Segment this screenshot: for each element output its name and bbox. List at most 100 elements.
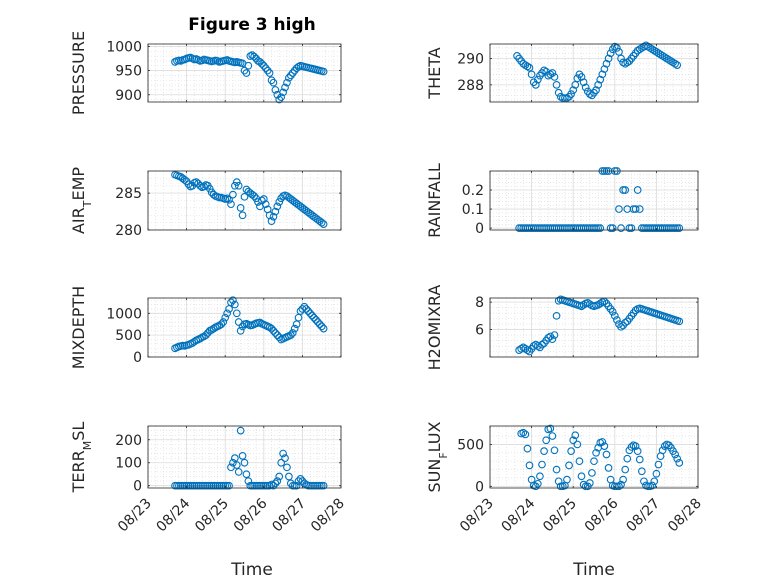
data-point (261, 200, 270, 209)
data-point (552, 465, 561, 474)
data-point (625, 224, 634, 232)
data-point (617, 54, 625, 63)
y-tick-label: 6 (475, 323, 484, 339)
data-point (563, 475, 571, 484)
x-axis-label-left: Time (230, 560, 273, 580)
data-point (523, 346, 532, 354)
y-axis-label-0: PRESSURE (69, 31, 88, 115)
y-tick-label: 200 (115, 433, 142, 449)
data-point (240, 192, 249, 201)
data-point (548, 335, 557, 344)
axes-box-0 (147, 43, 342, 103)
data-point (217, 320, 226, 329)
data-point (269, 326, 278, 335)
theta-subplot: 288 290 THETA (425, 41, 699, 103)
y-axis-label-3: RAINFALL (425, 163, 444, 238)
h2omixra-subplot: 6 8 H2OMIXRA (425, 285, 699, 371)
data-point (573, 74, 582, 83)
data-point (633, 46, 642, 55)
data-point (631, 205, 640, 213)
data-point (229, 296, 237, 305)
data-point (232, 178, 241, 186)
data-point (275, 333, 284, 342)
data-point (548, 69, 557, 77)
data-point (225, 195, 233, 204)
y-axis-label-5: H2OMIXRA (425, 285, 444, 371)
data-point (258, 59, 266, 68)
y-axis-label-4: MIXDEPTH (69, 286, 88, 369)
data-point (665, 55, 673, 64)
data-point (240, 458, 249, 467)
data-point (271, 86, 280, 94)
data-point (621, 318, 630, 327)
data-point (267, 76, 276, 85)
data-point (275, 198, 284, 206)
data-point (673, 61, 682, 69)
data-point (523, 444, 532, 453)
data-point (652, 469, 661, 478)
data-point (610, 311, 619, 320)
data-point (231, 454, 239, 462)
pressure-subplot: 900 950 1000 PRESSURE (69, 31, 342, 115)
data-point (227, 298, 235, 307)
x-tick-label: 08/24 (499, 495, 539, 535)
data-point (234, 468, 243, 476)
data-point (259, 195, 268, 203)
data-point (648, 45, 657, 54)
data-point (525, 461, 534, 470)
air-temp-subplot: 280 285 AIRTEMP (69, 167, 342, 239)
data-point (550, 331, 559, 339)
y-tick-label: 0 (475, 221, 484, 237)
data-point (308, 311, 316, 320)
data-point (550, 73, 559, 81)
data-point (635, 205, 644, 213)
x-tick-label: 08/23 (457, 496, 497, 536)
data-point (673, 454, 682, 463)
data-point (229, 458, 237, 467)
data-point (227, 200, 235, 209)
y-axis-label-6: TERRMSL (69, 422, 94, 494)
data-point (231, 300, 239, 309)
data-point (613, 44, 621, 52)
data-point (236, 326, 245, 335)
axes-box-4 (147, 297, 342, 358)
data-point (627, 224, 636, 232)
data-point (585, 479, 594, 487)
data-point (565, 461, 573, 470)
data-point (269, 212, 278, 221)
data-point (223, 194, 231, 203)
data-point (288, 69, 297, 77)
data-point (527, 70, 536, 79)
y-tick-label: 950 (115, 64, 142, 80)
data-point (633, 447, 642, 455)
y-tick-label: 500 (457, 437, 484, 453)
data-point (232, 309, 241, 318)
data-point (675, 317, 684, 326)
data-point (196, 181, 204, 190)
data-point (617, 224, 625, 232)
data-point (571, 431, 580, 440)
data-point (615, 48, 623, 56)
axes-box-1 (489, 43, 699, 103)
data-point (585, 90, 594, 98)
data-point (554, 88, 563, 97)
x-axis-label-right: Time (572, 560, 615, 580)
data-point (312, 316, 320, 324)
data-point (267, 217, 276, 225)
data-point (319, 220, 328, 228)
data-point (271, 479, 280, 488)
data-point (238, 452, 247, 460)
data-point (656, 50, 665, 59)
data-point (588, 469, 596, 477)
data-point (652, 48, 661, 56)
data-point (667, 57, 675, 65)
axes-box-3 (489, 170, 699, 231)
data-point (654, 460, 663, 469)
data-point (290, 324, 299, 333)
data-point (594, 224, 603, 232)
data-point (642, 41, 650, 50)
data-point (604, 464, 613, 472)
y-tick-label: 900 (115, 88, 142, 104)
axes-box-5 (489, 297, 699, 358)
